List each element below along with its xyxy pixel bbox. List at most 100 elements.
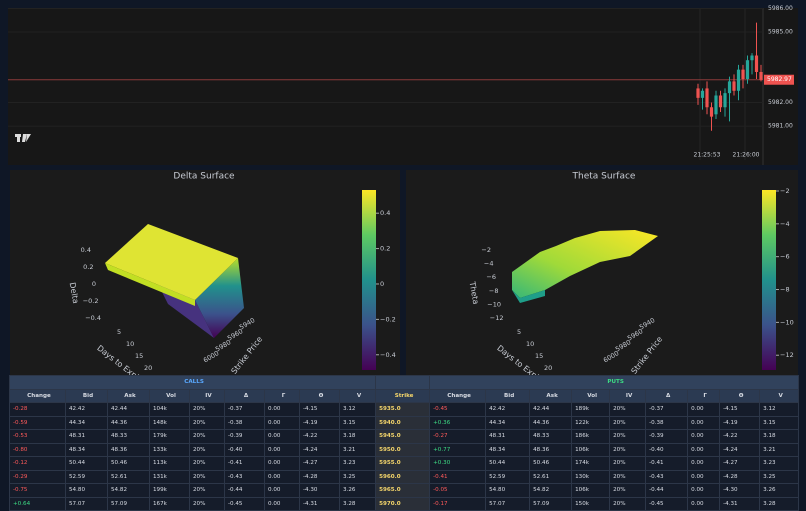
cell: 48.34 [65,442,108,457]
cell: -0.40 [645,442,689,457]
cell: 0.00 [264,415,300,430]
cell: 113k [149,456,190,471]
z-tick-label: −8 [489,287,499,295]
column-header: Γ [687,388,721,403]
cell: 3.28 [338,496,377,511]
cell: 50.44 [65,456,108,471]
cell: 48.33 [529,429,573,444]
column-header: Θ [719,388,761,403]
cell: 131k [149,469,190,484]
x-tick-label: 10 [526,340,534,348]
colorbar-tick-label: 0.4 [380,209,390,217]
candle-body [714,95,718,115]
option-row: -0.59 44.34 44.36 148k 20% -0.38 0.00 -4.19 3.15… [9,415,800,430]
cell: 48.36 [107,442,150,457]
surface-title: Delta Surface [173,172,235,182]
cell: +0.64 [9,496,66,511]
cell: -0.28 [9,402,66,417]
cell: 20% [609,402,647,417]
candle-body [723,93,727,108]
cell: +0.77 [429,442,487,457]
cell: 0.00 [687,402,721,417]
cell: -4.24 [719,442,761,457]
cell: -0.75 [9,483,66,498]
cell: 52.59 [485,469,531,484]
tv-logo [15,134,31,142]
cell: -4.15 [299,402,340,417]
cell: -0.29 [9,469,66,484]
cell: 57.07 [485,496,531,511]
x-tick-label: 20 [144,364,152,372]
cell: -0.39 [645,429,689,444]
column-header: Strike [375,388,431,403]
cell: 3.12 [759,402,800,417]
column-header: Vol [571,388,611,403]
cell: 54.80 [65,483,108,498]
x-tick-label: 15 [135,352,143,360]
x-tick-label: 5 [517,328,521,336]
x-tick-label: 10 [126,340,134,348]
cell: -4.27 [719,456,761,471]
colorbar-tick-label: −2 [780,187,790,195]
z-tick-label: 0.2 [83,263,93,271]
cell: 3.25 [759,469,800,484]
cell: 179k [149,429,190,444]
cell: 130k [571,469,611,484]
column-header: V [338,388,377,403]
calls-label: CALLS [8,375,377,390]
cell: -4.15 [719,402,761,417]
cell: 44.36 [107,415,150,430]
cell: 48.33 [107,429,150,444]
cell: 42.42 [485,402,531,417]
dashboard: 5986.00 5985.00 5982.00 5981.00 5982.97 21:25… [8,5,798,375]
cell: -0.44 [224,483,265,498]
z-tick-label: −0.2 [83,297,99,305]
cell: 122k [571,415,611,430]
cell: 20% [609,496,647,511]
cell: 20% [609,442,647,457]
option-row: -0.28 42.42 42.44 104k 20% -0.37 0.00 -4.15 3.12… [9,402,800,417]
cell: 52.61 [107,469,150,484]
cell: -4.28 [719,469,761,484]
cell: -0.38 [645,415,689,430]
header-row: Change Bid Ask Vol IV Δ Γ Θ V Strike Change Bid Ask V… [9,388,800,403]
cell: -0.39 [224,429,265,444]
z-axis-label: Delta [68,282,81,305]
cell: 3.26 [338,483,377,498]
option-row: -0.75 54.80 54.82 199k 20% -0.44 0.00 -4.30 3.26… [9,483,800,498]
cell: -0.43 [224,469,265,484]
cell: -4.24 [299,442,340,457]
cell: 54.80 [485,483,531,498]
column-header: Θ [299,388,340,403]
cell: 42.44 [107,402,150,417]
candle-body [750,55,754,61]
cell: -0.37 [645,402,689,417]
y-tick-label: 5982.00 [768,99,793,106]
cell: -4.19 [719,415,761,430]
candle-body [727,81,732,94]
candle-body [759,71,763,80]
y-tick-label: 5986.00 [768,5,793,12]
cell: 20% [189,496,225,511]
cell: 0.00 [264,469,300,484]
cell: 0.00 [264,456,300,471]
cell: -0.45 [429,402,487,417]
colorbar-tick-label: −8 [780,286,790,294]
cell: -0.38 [224,415,265,430]
cell: 133k [149,442,190,457]
cell: 20% [609,456,647,471]
candle-body [718,95,723,108]
puts-label: PUTS [429,375,800,390]
section-row: CALLS PUTS [8,375,800,390]
cell: +0.30 [429,456,487,471]
colorbar-tick-label: −6 [780,253,790,261]
candle-body [741,69,745,80]
cell: -4.22 [719,429,761,444]
cell: 0.00 [687,469,721,484]
cell: 3.23 [759,456,800,471]
cell: 0.00 [687,415,721,430]
candle-body [745,60,750,80]
y-tick-label: 5985.00 [768,28,793,35]
cell: -0.27 [429,429,487,444]
